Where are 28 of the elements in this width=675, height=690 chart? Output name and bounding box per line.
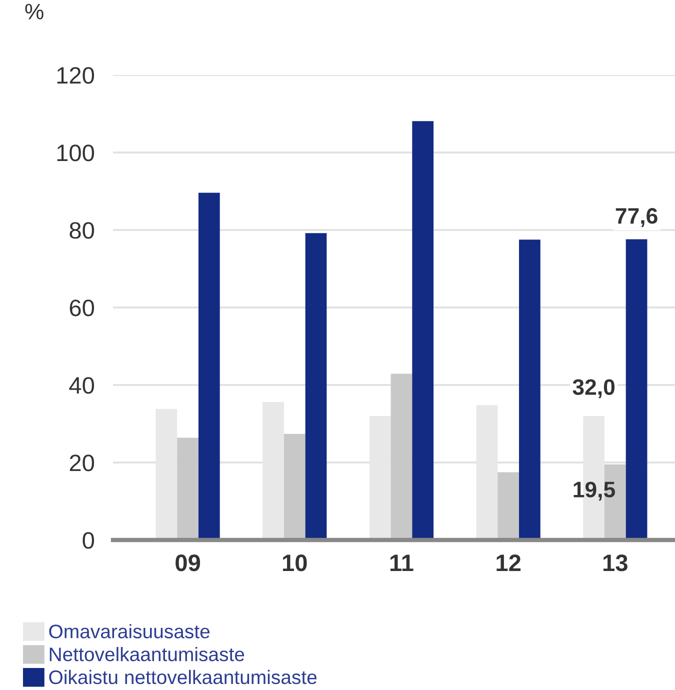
y-tick-label: 100 — [57, 144, 94, 162]
bar — [198, 192, 220, 540]
bar — [284, 434, 306, 540]
y-tick-label: 80 — [70, 222, 94, 239]
data-label: 19,5 — [574, 482, 615, 501]
bar — [177, 438, 198, 540]
bar — [519, 240, 540, 540]
legend-label: Omavaraisuusaste — [49, 624, 210, 638]
x-tick-label: 09 — [176, 554, 200, 572]
y-tick-label: 20 — [70, 454, 94, 472]
data-label: 77,6 — [616, 208, 658, 228]
y-tick-label: 0 — [82, 532, 94, 549]
y-tick-label: 40 — [69, 377, 94, 394]
x-tick-label: 13 — [604, 554, 628, 572]
bar — [390, 374, 412, 540]
legend-label: Oikaistu nettovelkaantumisaste — [49, 670, 317, 684]
x-tick-label: 11 — [390, 554, 414, 571]
y-tick-label: 60 — [70, 300, 94, 316]
bar — [498, 472, 520, 540]
x-tick-label: 12 — [496, 554, 521, 571]
bar — [412, 121, 434, 540]
y-tick-label: 120 — [57, 67, 94, 84]
data-label: 32,0 — [572, 379, 615, 398]
x-tick-label: 10 — [282, 554, 307, 572]
bar — [626, 239, 648, 540]
y-axis-title: % — [25, 4, 44, 20]
legend-label: Nettovelkaantumisaste — [50, 646, 244, 662]
bar — [305, 233, 327, 540]
